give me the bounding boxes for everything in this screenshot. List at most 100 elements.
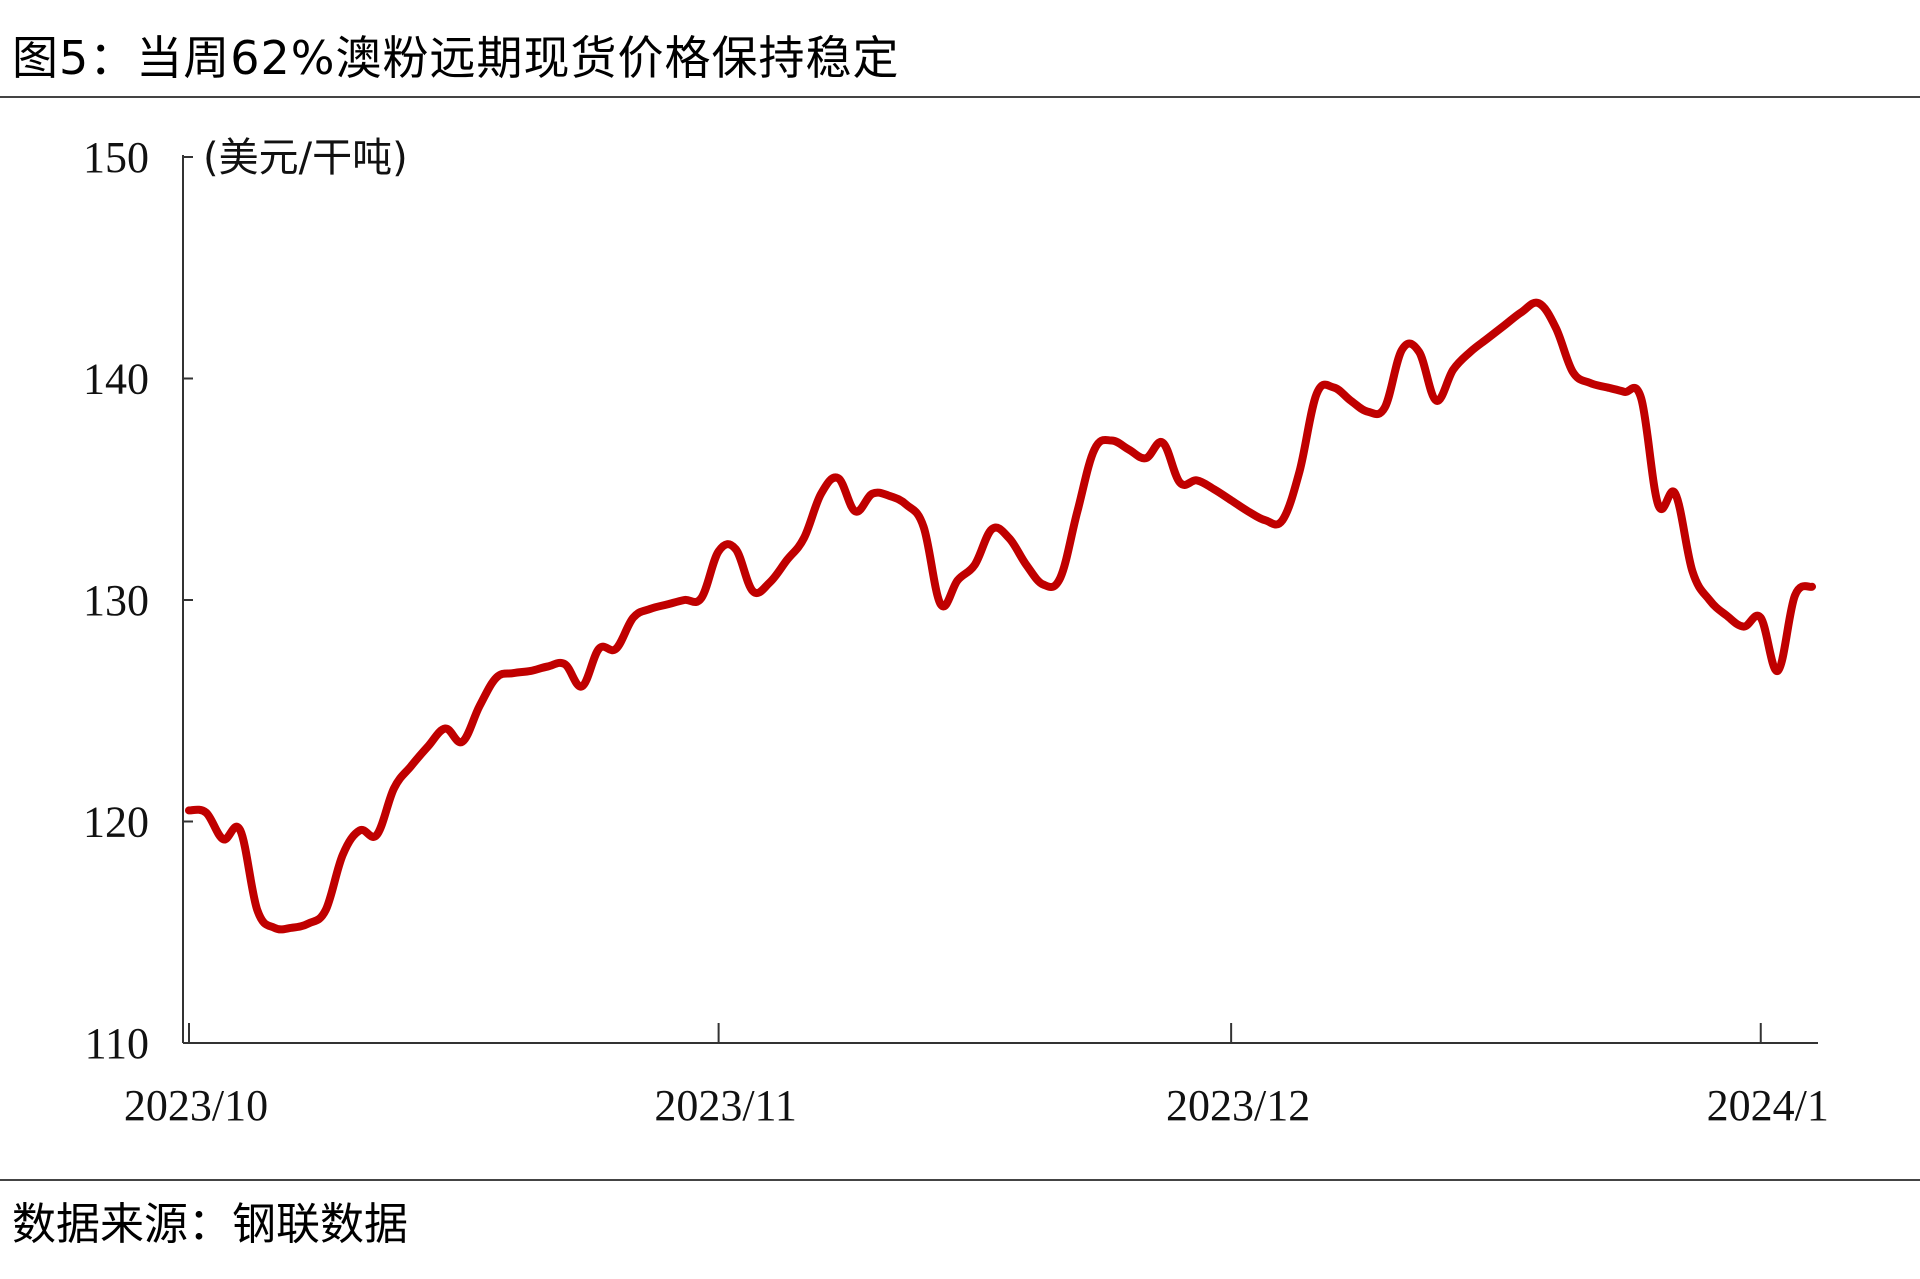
data-point [939, 603, 942, 606]
data-point [290, 926, 293, 929]
data-point [1469, 350, 1472, 353]
data-point [580, 685, 583, 688]
data-point [1674, 492, 1677, 495]
data-point [1093, 448, 1096, 451]
data-point [529, 669, 532, 672]
data-point [512, 672, 515, 675]
data-point [1076, 510, 1079, 513]
data-point [188, 809, 191, 812]
data-point [563, 663, 566, 666]
data-point [785, 559, 788, 562]
series-group [185, 298, 1816, 934]
x-tick-label: 2023/11 [654, 1081, 797, 1130]
x-tick-label: 2023/10 [124, 1081, 268, 1130]
data-point [495, 676, 498, 679]
data-point [1435, 399, 1438, 402]
data-point [973, 563, 976, 566]
data-point [1520, 311, 1523, 314]
data-point [393, 787, 396, 790]
data-point [307, 922, 310, 925]
data-point [1691, 570, 1694, 573]
data-point [751, 590, 754, 593]
series-line [185, 298, 1816, 934]
data-point [256, 909, 259, 912]
data-point [273, 926, 276, 929]
data-point [461, 740, 464, 743]
y-tick-label: 140 [83, 355, 149, 404]
data-point [1110, 439, 1113, 442]
data-point [1401, 348, 1404, 351]
data-point [1383, 406, 1386, 409]
data-point [1213, 488, 1216, 491]
data-point [666, 603, 669, 606]
data-point [1725, 614, 1728, 617]
data-point [358, 829, 361, 832]
data-point [1247, 510, 1250, 513]
data-point [1144, 457, 1147, 460]
data-point [922, 525, 925, 528]
data-point [1708, 599, 1711, 602]
data-point [1366, 410, 1369, 413]
data-point [717, 550, 720, 553]
data-point [1588, 381, 1591, 384]
data-point [1793, 594, 1796, 597]
top-divider [0, 96, 1920, 98]
data-point [1196, 479, 1199, 482]
data-point [854, 510, 857, 513]
data-point [1418, 350, 1421, 353]
data-point [1332, 386, 1335, 389]
data-point [632, 616, 635, 619]
data-point [820, 492, 823, 495]
data-point [1657, 503, 1660, 506]
data-point [1606, 386, 1609, 389]
data-point [375, 833, 378, 836]
y-tick-label: 110 [85, 1019, 149, 1068]
data-point [1811, 585, 1814, 588]
data-point [1486, 337, 1489, 340]
data-point [598, 647, 601, 650]
data-point [991, 528, 994, 531]
data-point [222, 838, 225, 841]
data-point [1759, 616, 1762, 619]
data-point [478, 705, 481, 708]
data-point [1161, 441, 1164, 444]
data-point [888, 494, 891, 497]
data-point [1008, 537, 1011, 540]
data-point [1059, 576, 1062, 579]
data-point [1776, 669, 1779, 672]
data-point [1127, 448, 1130, 451]
y-axis-unit-label: (美元/干吨) [203, 135, 408, 181]
data-point [1452, 368, 1455, 371]
data-source-note: 数据来源：钢联数据 [12, 1199, 408, 1250]
data-point [1742, 625, 1745, 628]
chart-ticks: 110 120 130 140 150 2023/10 2023/11 2023/12 2024… [83, 133, 1829, 1130]
data-point [444, 727, 447, 730]
data-point [956, 579, 959, 582]
y-tick-label: 120 [83, 798, 149, 847]
data-point [1537, 302, 1540, 305]
data-point [205, 811, 208, 814]
data-point [683, 599, 686, 602]
x-tick-label: 2024/1 [1707, 1081, 1829, 1130]
data-point [427, 745, 430, 748]
data-point [546, 665, 549, 668]
data-point [734, 548, 737, 551]
y-tick-label: 150 [83, 133, 149, 182]
data-point [1640, 397, 1643, 400]
bottom-divider [0, 1179, 1920, 1181]
data-point [341, 853, 344, 856]
data-point [1503, 324, 1506, 327]
data-point [837, 477, 840, 480]
data-point [1349, 399, 1352, 402]
data-point [700, 596, 703, 599]
data-point [1178, 481, 1181, 484]
data-point [1315, 393, 1318, 396]
x-tick-label: 2023/12 [1166, 1081, 1310, 1130]
data-point [803, 537, 806, 540]
data-point [1623, 390, 1626, 393]
data-point [871, 492, 874, 495]
data-point [410, 765, 413, 768]
data-point [905, 503, 908, 506]
data-point [1042, 583, 1045, 586]
